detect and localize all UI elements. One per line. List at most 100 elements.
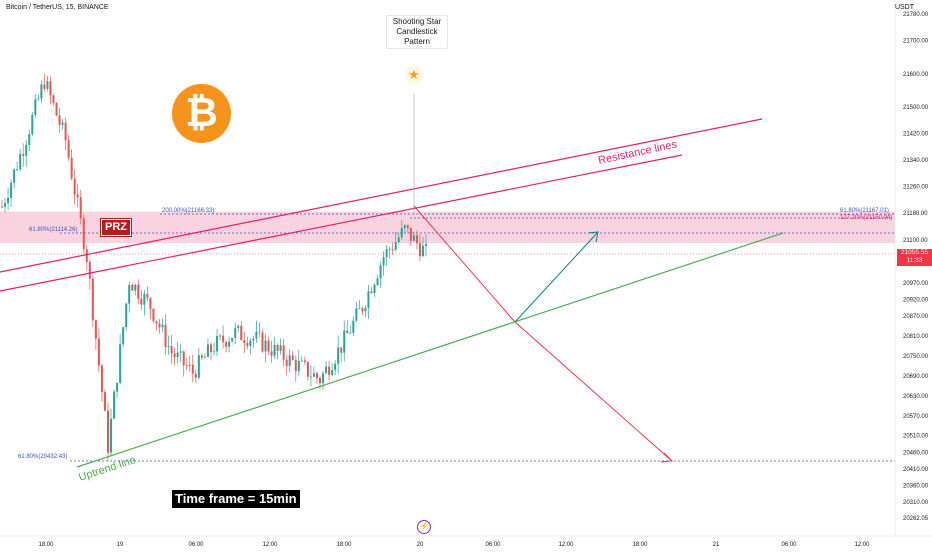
candle-body xyxy=(19,154,22,170)
candle-body xyxy=(173,353,176,358)
candle-body xyxy=(179,351,182,353)
candle-body xyxy=(146,293,149,299)
candle-body xyxy=(406,225,409,229)
candle-body xyxy=(103,392,106,411)
candle-body xyxy=(328,366,331,375)
star-icon[interactable]: ★ xyxy=(405,66,423,84)
price-tick-13: 20810.00 xyxy=(903,334,929,340)
candle-body xyxy=(303,360,306,363)
prz-label: PRZ xyxy=(100,218,132,237)
projection-down-path[interactable] xyxy=(413,205,673,462)
candle-body xyxy=(261,332,264,352)
price-axis[interactable] xyxy=(895,0,932,550)
time-tick-3: 12:00 xyxy=(262,542,278,548)
candle-body xyxy=(285,359,288,366)
price-tick-22: 20310.00 xyxy=(903,500,929,506)
uptrend-label: Uptrend line xyxy=(77,454,137,484)
price-tick-10: 20970.00 xyxy=(903,281,929,287)
resistance-line-lower[interactable] xyxy=(0,154,683,292)
timeframe-label: Time frame = 15min xyxy=(172,490,300,508)
candle-body xyxy=(352,320,355,333)
last-price-tag: 21055.55 11:33 xyxy=(897,249,932,266)
candle-body xyxy=(397,237,400,242)
candle-body xyxy=(67,140,70,158)
candle-body xyxy=(273,344,276,356)
time-tick-0: 18:00 xyxy=(38,542,54,548)
candle-body xyxy=(337,347,340,364)
candle-body xyxy=(349,332,352,334)
candle-body xyxy=(206,344,209,357)
candle-body xyxy=(276,344,279,351)
candle-body xyxy=(270,351,273,356)
price-tick-0: 21780.00 xyxy=(903,12,929,18)
time-tick-10: 06:00 xyxy=(781,542,797,548)
candle-body xyxy=(376,278,379,285)
candle-body xyxy=(355,308,358,321)
prz-zone xyxy=(0,211,895,244)
candle-body xyxy=(382,257,385,266)
candle-body xyxy=(225,341,228,347)
candle-body xyxy=(231,338,234,342)
candle-body xyxy=(43,84,46,89)
candle-body xyxy=(134,284,137,291)
candle-body xyxy=(358,308,361,310)
last-price-countdown: 11:33 xyxy=(906,257,923,264)
callout-line-1: Shooting Star xyxy=(392,17,442,26)
candle-body xyxy=(152,308,155,322)
candle-body xyxy=(267,340,270,352)
callout-line-2: Candlestick xyxy=(396,27,438,36)
candle-body xyxy=(319,378,321,384)
candle-body xyxy=(222,335,225,342)
candle-body xyxy=(425,243,427,246)
candle-body xyxy=(167,346,170,347)
candle-body xyxy=(415,235,418,244)
candle-body xyxy=(85,249,88,263)
candle-body xyxy=(73,178,76,195)
candle-body xyxy=(76,194,79,198)
candle-body xyxy=(252,338,255,341)
price-tick-6: 21260.00 xyxy=(903,185,929,191)
time-tick-9: 21 xyxy=(713,542,720,548)
candle-body xyxy=(216,336,219,352)
candle-body xyxy=(79,197,82,219)
price-tick-21: 20360.00 xyxy=(903,483,929,489)
candle-body xyxy=(188,364,191,366)
candle-body xyxy=(391,249,394,251)
price-tick-17: 20570.00 xyxy=(903,414,929,420)
candle-body xyxy=(346,330,349,334)
candle-body xyxy=(200,355,203,358)
candle-body xyxy=(1,206,3,208)
candle-body xyxy=(203,356,206,358)
candle-body xyxy=(343,330,346,353)
candle-body xyxy=(122,327,125,345)
candle-body xyxy=(213,351,215,353)
candle-body xyxy=(282,345,285,360)
candle-body xyxy=(412,235,415,241)
candle-body xyxy=(161,324,164,328)
projection-up-path[interactable] xyxy=(514,231,599,323)
price-tick-4: 21420.00 xyxy=(903,132,929,138)
candle-body xyxy=(237,325,240,328)
symbol-title: Bitcoin / TetherUS, 15, BINANCE xyxy=(6,4,109,11)
candle-body xyxy=(409,228,412,241)
lightning-icon[interactable]: ⚡ xyxy=(417,520,431,534)
candle-body xyxy=(421,245,424,257)
candle-body xyxy=(194,373,197,378)
price-tick-8: 21100.00 xyxy=(903,238,928,244)
price-tick-5: 21340.00 xyxy=(903,158,929,164)
candle-body xyxy=(373,284,376,294)
candle-body xyxy=(325,366,328,374)
fib-label-right-2: 127.20%(21150.94) xyxy=(840,215,892,221)
price-tick-19: 20460.00 xyxy=(903,450,929,456)
candles-group xyxy=(1,73,427,461)
candle-body xyxy=(16,169,19,170)
uptrend-line[interactable] xyxy=(76,232,784,468)
candle-body xyxy=(25,144,28,156)
resistance-line-upper[interactable] xyxy=(0,118,763,273)
candle-body xyxy=(49,81,52,96)
time-tick-5: 20 xyxy=(417,542,424,548)
candle-body xyxy=(306,362,309,377)
price-tick-1: 21700.00 xyxy=(903,39,929,45)
